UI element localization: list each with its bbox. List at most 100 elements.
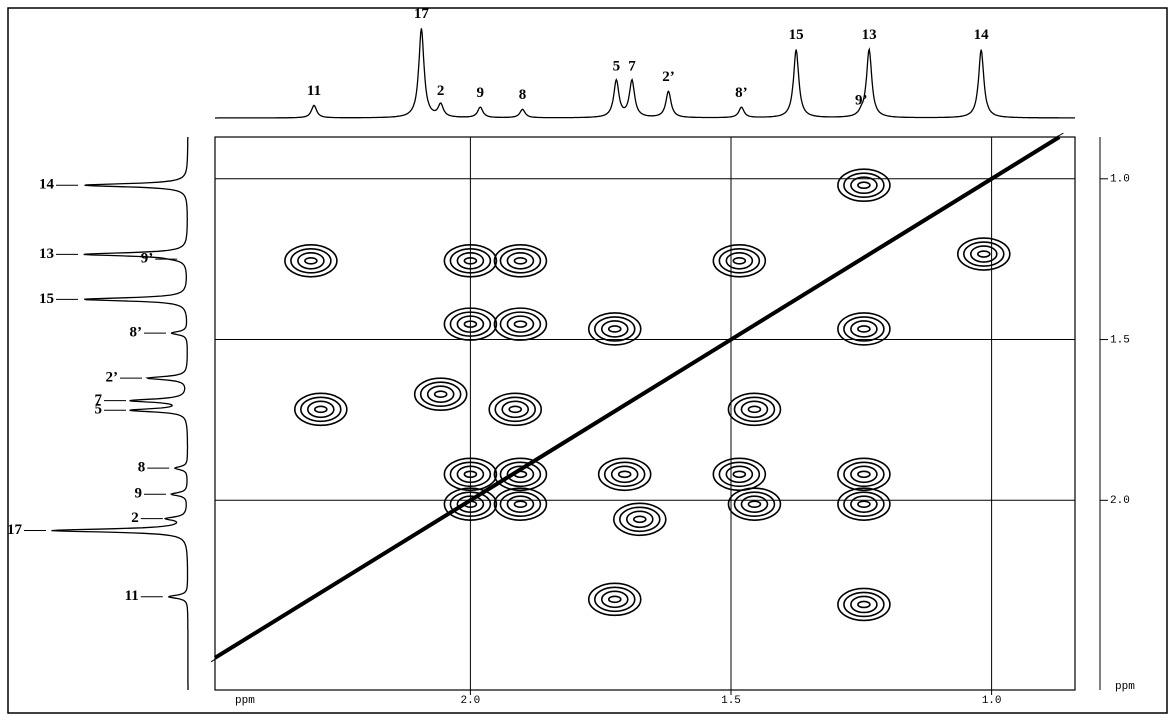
- contour: [433, 390, 448, 399]
- top-peak-label: 8: [519, 87, 527, 103]
- contour: [294, 392, 348, 427]
- contour: [493, 243, 548, 278]
- contour: [506, 251, 535, 270]
- contour: [494, 396, 537, 423]
- contour: [837, 587, 891, 622]
- top-peak-label: 5: [613, 59, 621, 75]
- contour: [493, 487, 548, 521]
- contour: [843, 316, 885, 342]
- contour: [718, 461, 761, 488]
- top-peak-label: 11: [307, 83, 321, 99]
- contour: [747, 500, 762, 508]
- left-peak-label: 2’: [106, 370, 119, 386]
- cross-peak: [837, 587, 891, 622]
- contour: [632, 515, 647, 524]
- cross-peak: [493, 243, 548, 278]
- contour: [587, 312, 642, 346]
- y-tick-label: 1.5: [1110, 334, 1130, 346]
- left-peak-label: 14: [39, 177, 55, 193]
- contour: [843, 491, 885, 517]
- cross-peak: [493, 487, 548, 521]
- contour: [290, 247, 332, 274]
- contour: [463, 256, 478, 265]
- contour: [456, 495, 485, 513]
- left-peak-label: 13: [39, 246, 54, 262]
- contour: [857, 600, 871, 609]
- left-peak-label: 11: [125, 588, 139, 604]
- cross-peak: [443, 487, 498, 521]
- contour: [962, 241, 1005, 267]
- contour: [843, 172, 885, 199]
- contour: [727, 487, 782, 521]
- contour: [513, 320, 528, 328]
- contour: [463, 470, 478, 479]
- contour: [284, 243, 338, 278]
- contour: [843, 461, 885, 488]
- contour: [506, 315, 535, 333]
- contour: [463, 320, 478, 328]
- top-peak-label: 14: [974, 27, 990, 43]
- cross-peak: [493, 457, 548, 492]
- contour: [449, 247, 492, 274]
- contour: [493, 457, 548, 492]
- contour: [843, 591, 885, 618]
- contour: [733, 491, 776, 517]
- left-peak-label: 7: [95, 392, 103, 408]
- contour: [443, 243, 498, 278]
- cross-peak: [612, 502, 667, 537]
- top-peak-label: 13: [862, 27, 877, 43]
- contour: [850, 595, 878, 614]
- frame: [7, 7, 1168, 714]
- diagonal: [213, 135, 1061, 660]
- contour: [488, 392, 543, 427]
- contour: [300, 396, 342, 423]
- top-peak-label: 15: [789, 27, 804, 43]
- contour: [297, 251, 325, 270]
- x-tick-label: 2.0: [460, 695, 480, 707]
- contour: [513, 500, 528, 508]
- top-peak-label: 2’: [662, 69, 675, 85]
- contour: [837, 168, 891, 203]
- y-axis-label: ppm: [1115, 681, 1135, 693]
- cross-peak: [837, 457, 891, 492]
- contour: [597, 457, 652, 492]
- contour: [740, 495, 769, 513]
- cross-peak: [712, 243, 767, 278]
- contour: [733, 396, 776, 423]
- cross-peak: [956, 237, 1011, 271]
- contour: [499, 311, 542, 337]
- contour: [837, 457, 891, 492]
- contour: [314, 405, 328, 414]
- x-tick-label: 1.0: [982, 695, 1002, 707]
- contour: [725, 465, 754, 484]
- left-peak-label: 5: [95, 402, 103, 418]
- contour: [456, 315, 485, 333]
- contour: [857, 325, 871, 333]
- contour: [413, 377, 468, 412]
- contour: [850, 465, 878, 484]
- contour: [443, 307, 498, 341]
- cross-peak: [413, 377, 468, 412]
- contour: [837, 312, 891, 346]
- contour: [499, 491, 542, 517]
- contour: [607, 325, 622, 333]
- contour: [725, 251, 754, 270]
- contour: [740, 400, 769, 419]
- contour: [857, 500, 871, 508]
- cross-peak: [837, 487, 891, 521]
- contour: [607, 595, 622, 604]
- contour: [587, 582, 642, 617]
- contour: [850, 495, 878, 513]
- contour: [449, 311, 492, 337]
- contour: [600, 590, 629, 609]
- contour: [747, 405, 762, 414]
- contour: [625, 510, 654, 529]
- contour: [593, 316, 636, 342]
- contour: [443, 487, 498, 521]
- contour: [493, 307, 548, 341]
- top-peak-label: 2: [437, 83, 445, 99]
- cross-peak: [597, 457, 652, 492]
- cross-peak: [443, 307, 498, 341]
- contour: [443, 457, 498, 492]
